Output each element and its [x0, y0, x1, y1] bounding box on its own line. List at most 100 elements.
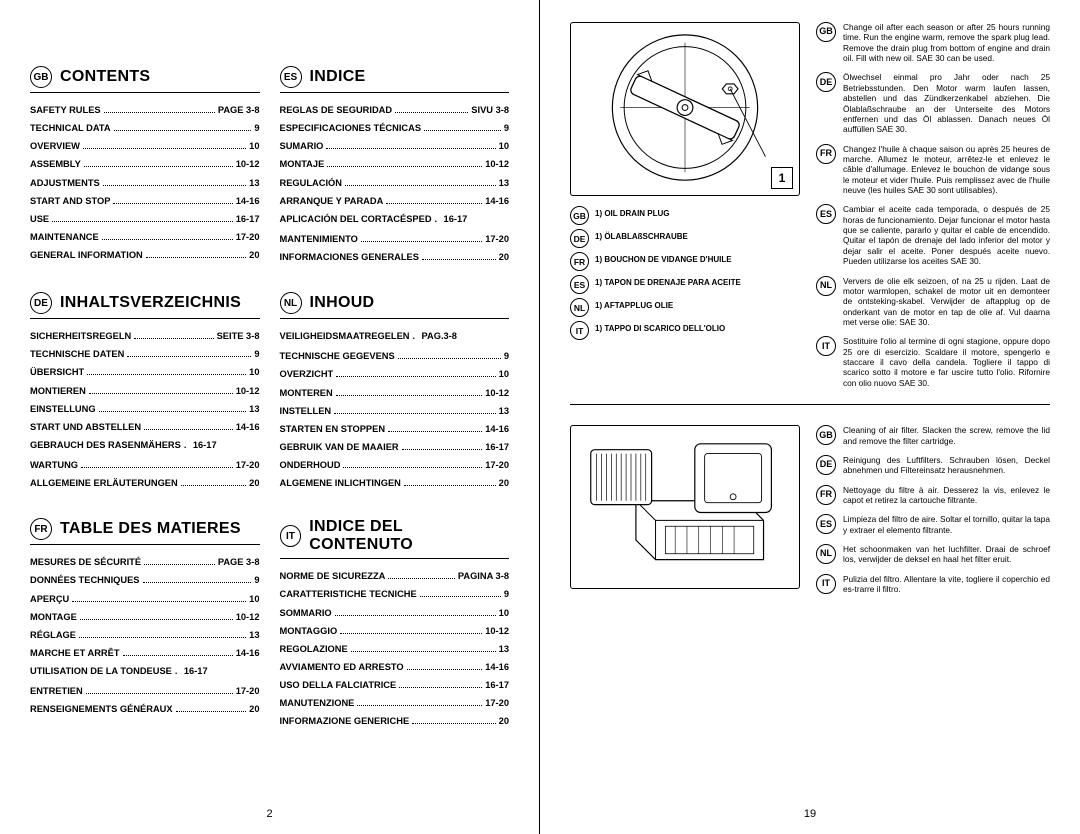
- toc-page: 16-17: [184, 662, 208, 680]
- toc-line: NORME DE SICUREZZAPAGINA 3-8: [280, 567, 510, 585]
- toc-title: TABLE DES MATIERES: [60, 520, 241, 538]
- toc-leader: [83, 148, 246, 149]
- toc-leader: [398, 358, 501, 359]
- callout-row: IT1) TAPPO DI SCARICO DELL'OLIO: [570, 321, 800, 340]
- toc-page: SEITE 3-8: [217, 327, 260, 345]
- toc-page: 17-20: [236, 682, 260, 700]
- toc-leader: [84, 166, 233, 167]
- toc-leader: [80, 619, 233, 620]
- callout-row: ES1) TAPON DE DRENAJE PARA ACEITE: [570, 275, 800, 294]
- toc-label: EINSTELLUNG: [30, 400, 96, 418]
- toc-label: WARTUNG: [30, 456, 78, 474]
- callout-row: GB1) OIL DRAIN PLUG: [570, 206, 800, 225]
- toc-label: MONTEREN: [280, 384, 333, 402]
- toc-block-de: DEINHALTSVERZEICHNISSICHERHEITSREGELNSEI…: [30, 292, 260, 492]
- toc-line: ESPECIFICACIONES TÉCNICAS9: [280, 119, 510, 137]
- instruction-text: Pulizia del filtro. Allentare la vite, t…: [843, 574, 1050, 595]
- page-number-right: 19: [804, 808, 816, 820]
- instruction-row: NLHet schoonmaken van het luchfilter. Dr…: [816, 544, 1050, 565]
- toc-line: ALLGEMEINE ERLÄUTERUNGEN20: [30, 474, 260, 492]
- toc-page: 9: [504, 119, 509, 137]
- toc-leader: [99, 411, 247, 412]
- instruction-text: Cleaning of air filter. Slacken the scre…: [843, 425, 1050, 446]
- toc-label: MONTIEREN: [30, 382, 86, 400]
- toc-page: 10-12: [485, 622, 509, 640]
- toc-line: UTILISATION DE LA TONDEUSE . 16-17: [30, 662, 260, 682]
- callout-row: NL1) AFTAPPLUG OLIE: [570, 298, 800, 317]
- callout-row: DE1) ÖLABLAßSCHRAUBE: [570, 229, 800, 248]
- lang-badge: ES: [816, 204, 836, 224]
- section-air-filter: GBCleaning of air filter. Slacken the sc…: [570, 425, 1050, 594]
- lang-badge: IT: [816, 574, 836, 594]
- toc-leader: [87, 374, 246, 375]
- toc-page: 20: [249, 700, 259, 718]
- toc-label: TECHNISCHE GEGEVENS: [280, 347, 395, 365]
- toc-block-it: ITINDICE DEL CONTENUTONORME DE SICUREZZA…: [280, 518, 510, 730]
- toc-line: ÜBERSICHT10: [30, 363, 260, 381]
- toc-page: 10: [499, 604, 509, 622]
- toc-label: INFORMAZIONE GENERICHE: [280, 712, 410, 730]
- air-filter-icon: [577, 432, 793, 579]
- toc-page: 10-12: [485, 384, 509, 402]
- toc-page: 13: [499, 402, 509, 420]
- toc-label: ARRANQUE Y PARADA: [280, 192, 384, 210]
- toc-line: START UND ABSTELLEN14-16: [30, 418, 260, 436]
- instruction-text: Reinigung des Luftfilters. Schrauben lös…: [843, 455, 1050, 476]
- toc-line: APLICACIÓN DEL CORTACÉSPED . 16-17: [280, 210, 510, 230]
- toc-label: UTILISATION DE LA TONDEUSE: [30, 662, 172, 680]
- toc-label: ENTRETIEN: [30, 682, 83, 700]
- toc-leader: [326, 148, 495, 149]
- toc-page: 13: [499, 640, 509, 658]
- toc-line: REGULACIÓN13: [280, 174, 510, 192]
- toc-leader: [114, 130, 252, 131]
- toc-leader: [104, 112, 215, 113]
- instruction-row: ITSostituire l'olio al termine di ogni s…: [816, 336, 1050, 388]
- toc-leader: [357, 705, 482, 706]
- toc-line: DONNÉES TECHNIQUES9: [30, 571, 260, 589]
- toc-leader: [89, 393, 233, 394]
- toc-line: ARRANQUE Y PARADA14-16: [280, 192, 510, 210]
- toc-line: EINSTELLUNG13: [30, 400, 260, 418]
- callout-text: 1) BOUCHON DE VIDANGE D'HUILE: [595, 252, 800, 264]
- toc-label: VEILIGHEIDSMAATREGELEN: [280, 327, 410, 345]
- toc-page: 10: [499, 137, 509, 155]
- toc-page: 17-20: [236, 456, 260, 474]
- toc-leader: [412, 723, 496, 724]
- instruction-row: FRChangez l'huile à chaque saison ou apr…: [816, 144, 1050, 196]
- toc-page: 13: [249, 174, 259, 192]
- toc-label: REGULACIÓN: [280, 174, 343, 192]
- toc-label: APERÇU: [30, 590, 69, 608]
- blade-icon: [577, 29, 793, 186]
- toc-label: MONTAGGIO: [280, 622, 338, 640]
- toc-leader: [52, 221, 233, 222]
- toc-page: 14-16: [485, 420, 509, 438]
- toc-label: ADJUSTMENTS: [30, 174, 100, 192]
- lang-badge: NL: [816, 276, 836, 296]
- toc-leader: [102, 239, 233, 240]
- toc-line: MAINTENANCE17-20: [30, 228, 260, 246]
- toc-page: 14-16: [236, 418, 260, 436]
- toc-page: 10-12: [236, 608, 260, 626]
- toc-leader: [335, 615, 496, 616]
- toc-title: INDICE DEL CONTENUTO: [309, 518, 509, 554]
- page-right: 1 GB1) OIL DRAIN PLUGDE1) ÖLABLAßSCHRAUB…: [540, 0, 1080, 834]
- lang-badge: FR: [570, 252, 589, 271]
- toc-label: SICHERHEITSREGELN: [30, 327, 131, 345]
- toc-leader: [86, 693, 233, 694]
- lang-badge: DE: [816, 72, 836, 92]
- instruction-row: DEÖlwechsel einmal pro Jahr oder nach 25…: [816, 72, 1050, 134]
- toc-label: MANUTENZIONE: [280, 694, 355, 712]
- toc-page: 20: [499, 248, 509, 266]
- instruction-text: Ververs de olie elk seizoen, of na 25 u …: [843, 276, 1050, 328]
- toc-line: INFORMACIONES GENERALES20: [280, 248, 510, 266]
- toc-label: MONTAJE: [280, 155, 325, 173]
- toc-label: TECHNICAL DATA: [30, 119, 111, 137]
- toc-leader: [420, 596, 501, 597]
- toc-line: ENTRETIEN 17-20: [30, 682, 260, 700]
- toc-line: USE16-17: [30, 210, 260, 228]
- toc-leader: [81, 467, 233, 468]
- toc-line: INFORMAZIONE GENERICHE20: [280, 712, 510, 730]
- toc-label: RÉGLAGE: [30, 626, 76, 644]
- toc-line: MONTIEREN10-12: [30, 382, 260, 400]
- toc-leader: .: [175, 662, 181, 680]
